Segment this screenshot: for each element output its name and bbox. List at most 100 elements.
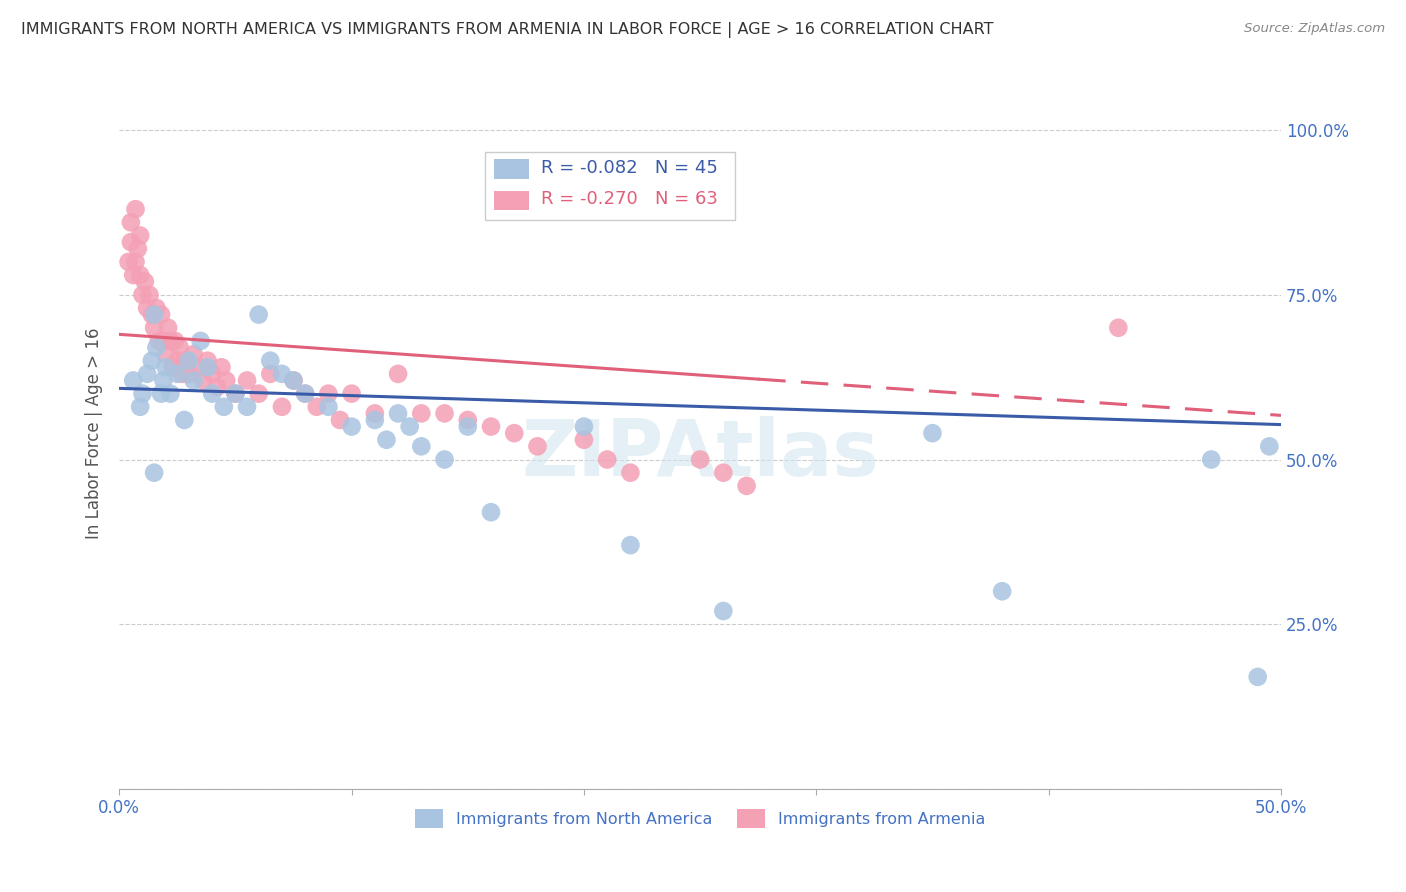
Point: [711, 466, 734, 480]
Point: [177, 367, 200, 381]
Legend: Immigrants from North America, Immigrants from Armenia: Immigrants from North America, Immigrant…: [408, 803, 991, 834]
Point: [224, 386, 246, 401]
Point: [294, 386, 316, 401]
Point: [187, 360, 209, 375]
Text: Source: ZipAtlas.com: Source: ZipAtlas.com: [1244, 22, 1385, 36]
Point: [129, 400, 152, 414]
Point: [173, 353, 195, 368]
Point: [619, 466, 641, 480]
Point: [503, 426, 526, 441]
Point: [619, 538, 641, 552]
Text: IMMIGRANTS FROM NORTH AMERICA VS IMMIGRANTS FROM ARMENIA IN LABOR FORCE | AGE > : IMMIGRANTS FROM NORTH AMERICA VS IMMIGRA…: [21, 22, 994, 38]
Text: R = -0.270   N = 63: R = -0.270 N = 63: [541, 190, 718, 208]
Text: ZIPAtlas: ZIPAtlas: [522, 417, 879, 492]
Point: [283, 374, 305, 388]
Point: [364, 413, 387, 427]
Point: [131, 288, 153, 302]
Point: [215, 374, 238, 388]
Point: [191, 374, 214, 388]
Point: [211, 360, 233, 375]
Point: [318, 386, 340, 401]
Point: [411, 406, 433, 420]
Point: [247, 308, 270, 322]
Point: [152, 374, 174, 388]
Point: [991, 584, 1014, 599]
Point: [205, 380, 228, 394]
Point: [159, 386, 181, 401]
Point: [163, 334, 186, 348]
Point: [159, 334, 181, 348]
Point: [124, 255, 146, 269]
Point: [129, 228, 152, 243]
Point: [162, 360, 184, 375]
Point: [236, 374, 259, 388]
Point: [457, 419, 479, 434]
Point: [526, 439, 548, 453]
Point: [124, 202, 146, 217]
Point: [150, 308, 173, 322]
Point: [283, 374, 305, 388]
Point: [122, 268, 145, 282]
Point: [166, 367, 188, 381]
Point: [212, 400, 235, 414]
Point: [201, 386, 224, 401]
Point: [479, 419, 502, 434]
Point: [155, 360, 177, 375]
Point: [117, 255, 139, 269]
Point: [155, 347, 177, 361]
Point: [411, 439, 433, 453]
Point: [183, 374, 205, 388]
Point: [457, 413, 479, 427]
Point: [689, 452, 711, 467]
Point: [364, 406, 387, 420]
Point: [190, 334, 212, 348]
Point: [157, 320, 180, 334]
Point: [136, 301, 159, 315]
Point: [294, 386, 316, 401]
Point: [247, 386, 270, 401]
Point: [572, 419, 595, 434]
Point: [145, 341, 167, 355]
Point: [387, 367, 409, 381]
Point: [259, 367, 281, 381]
Point: [201, 367, 224, 381]
Point: [433, 452, 456, 467]
Point: [305, 400, 328, 414]
Point: [169, 341, 191, 355]
Point: [150, 386, 173, 401]
Point: [134, 275, 156, 289]
FancyBboxPatch shape: [495, 160, 529, 179]
Point: [136, 367, 159, 381]
Point: [177, 353, 200, 368]
Point: [375, 433, 398, 447]
Point: [120, 215, 142, 229]
Point: [127, 242, 149, 256]
Point: [166, 353, 188, 368]
Point: [120, 235, 142, 249]
Point: [138, 288, 160, 302]
Point: [921, 426, 943, 441]
FancyBboxPatch shape: [495, 191, 529, 211]
FancyBboxPatch shape: [485, 153, 735, 219]
Point: [145, 301, 167, 315]
Point: [340, 419, 363, 434]
Point: [1199, 452, 1222, 467]
Point: [340, 386, 363, 401]
Point: [197, 353, 219, 368]
Point: [735, 479, 758, 493]
Point: [131, 386, 153, 401]
Point: [387, 406, 409, 420]
Point: [711, 604, 734, 618]
Point: [143, 466, 166, 480]
Point: [1247, 670, 1270, 684]
Point: [1107, 320, 1129, 334]
Point: [152, 334, 174, 348]
Point: [329, 413, 352, 427]
Point: [129, 268, 152, 282]
Text: R = -0.082   N = 45: R = -0.082 N = 45: [541, 159, 718, 177]
Point: [318, 400, 340, 414]
Point: [271, 400, 294, 414]
Point: [271, 367, 294, 381]
Point: [143, 308, 166, 322]
Point: [143, 320, 166, 334]
